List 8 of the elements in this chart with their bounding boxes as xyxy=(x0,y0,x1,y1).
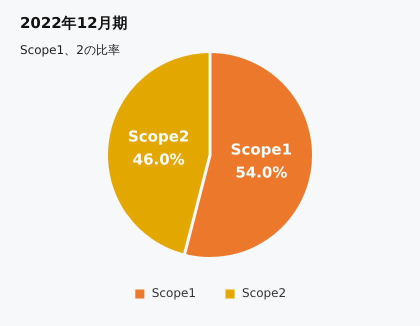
slice-label: Scope2 xyxy=(128,127,190,146)
data-label: 46.0% xyxy=(132,150,185,168)
chart-subtitle: Scope1、2の比率 xyxy=(20,42,120,59)
chart-title: 2022年12月期 xyxy=(20,14,128,33)
legend-label: Scope1 xyxy=(152,286,196,300)
data-label: 54.0% xyxy=(235,163,288,182)
legend-label: Scope2 xyxy=(242,286,286,300)
slice-label: Scope1 xyxy=(230,140,292,158)
